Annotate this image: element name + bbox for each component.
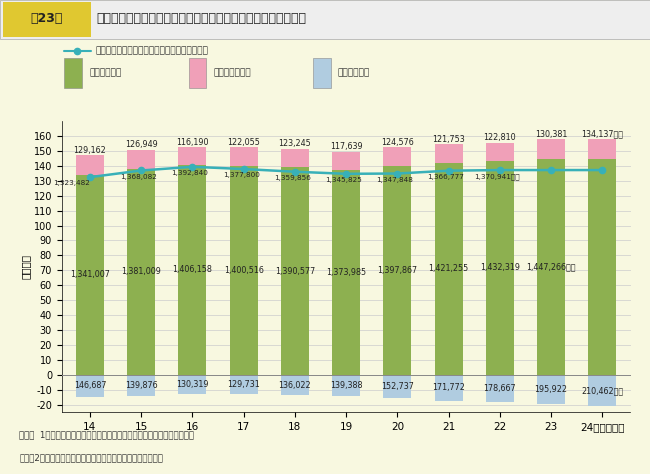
Bar: [434, 163, 463, 375]
Bar: [178, 147, 207, 165]
Text: 139,876: 139,876: [125, 381, 157, 390]
Bar: [537, 139, 565, 159]
Bar: [486, 161, 514, 375]
Text: 195,922: 195,922: [534, 385, 567, 394]
Text: 1,370,941億円: 1,370,941億円: [474, 173, 520, 180]
Bar: [281, 375, 309, 395]
Bar: [229, 375, 258, 394]
Bar: [281, 149, 309, 167]
Bar: [384, 375, 411, 398]
Text: 130,319: 130,319: [176, 380, 209, 389]
Text: 2　債務負担行為額は、翌年度以降支出予定額である。: 2 債務負担行為額は、翌年度以降支出予定額である。: [20, 453, 163, 462]
Bar: [76, 375, 104, 397]
Bar: [332, 170, 360, 375]
Text: 122,055: 122,055: [227, 138, 260, 147]
Text: 129,731: 129,731: [227, 380, 260, 389]
Text: 146,687: 146,687: [73, 382, 106, 391]
Text: 122,810: 122,810: [484, 133, 516, 142]
Text: 1,323,482: 1,323,482: [53, 180, 90, 186]
Text: 地方債及び債務負担行為による実質的な将来の財政負担の推移: 地方債及び債務負担行為による実質的な将来の財政負担の推移: [96, 12, 306, 25]
Text: 1,447,266億円: 1,447,266億円: [526, 262, 576, 271]
Text: 1,359,856: 1,359,856: [274, 175, 311, 181]
Bar: [434, 145, 463, 163]
Bar: [588, 375, 616, 407]
Text: 171,772: 171,772: [432, 383, 465, 392]
Bar: [76, 155, 104, 174]
Bar: [229, 147, 258, 165]
Bar: [588, 159, 616, 375]
Bar: [434, 375, 463, 401]
Text: 130,381: 130,381: [535, 129, 567, 138]
Text: 地方債現在高＋債務負担行為額－積立金現在高: 地方債現在高＋債務負担行為額－積立金現在高: [95, 46, 208, 55]
Bar: [178, 165, 207, 375]
Text: 136,022: 136,022: [279, 381, 311, 390]
Text: 210,462億円: 210,462億円: [581, 386, 623, 395]
Bar: [313, 58, 331, 88]
Bar: [588, 138, 616, 159]
Bar: [3, 2, 91, 36]
Bar: [188, 58, 207, 88]
Text: 債務負担行為額: 債務負担行為額: [213, 68, 251, 77]
Text: 1,341,007: 1,341,007: [70, 270, 110, 279]
Bar: [281, 167, 309, 375]
Bar: [486, 143, 514, 161]
Text: 1,397,867: 1,397,867: [377, 266, 417, 275]
Bar: [384, 166, 411, 375]
Text: 152,737: 152,737: [381, 382, 414, 391]
Text: 124,576: 124,576: [381, 138, 414, 147]
Text: 178,667: 178,667: [484, 384, 516, 393]
Bar: [332, 375, 360, 396]
Bar: [486, 375, 514, 402]
Text: 1,373,985: 1,373,985: [326, 268, 366, 277]
Text: 1,392,840: 1,392,840: [172, 170, 208, 176]
Bar: [76, 174, 104, 375]
Text: 第23図: 第23図: [31, 12, 63, 25]
Text: （注）  1　地方債現在高は、特定資金公共投資事業債を除いた額である。: （注） 1 地方債現在高は、特定資金公共投資事業債を除いた額である。: [20, 430, 194, 439]
Text: 1,406,158: 1,406,158: [172, 265, 213, 274]
Text: 117,639: 117,639: [330, 142, 363, 151]
Text: 1,366,777: 1,366,777: [428, 174, 465, 180]
Bar: [64, 58, 82, 88]
Bar: [229, 165, 258, 375]
Text: 1,400,516: 1,400,516: [224, 266, 264, 275]
Text: 1,390,577: 1,390,577: [275, 266, 315, 275]
Text: 1,347,848: 1,347,848: [376, 177, 413, 183]
Text: 1,432,319: 1,432,319: [480, 264, 520, 273]
Text: 123,245: 123,245: [278, 139, 311, 148]
Bar: [127, 150, 155, 169]
Text: 126,949: 126,949: [125, 140, 157, 149]
Y-axis label: （兆円）: （兆円）: [21, 254, 31, 279]
Bar: [384, 147, 411, 166]
Bar: [127, 169, 155, 375]
Bar: [178, 375, 207, 394]
Bar: [332, 152, 360, 170]
Text: 1,377,800: 1,377,800: [223, 173, 259, 178]
Text: 1,421,255: 1,421,255: [428, 264, 469, 273]
Text: 1,381,009: 1,381,009: [122, 267, 161, 276]
Bar: [537, 375, 565, 404]
Text: 134,137億円: 134,137億円: [581, 129, 623, 138]
Text: 1,368,082: 1,368,082: [120, 174, 157, 180]
Text: 1,345,825: 1,345,825: [325, 177, 362, 183]
Text: 129,162: 129,162: [73, 146, 107, 155]
Bar: [127, 375, 155, 396]
Text: 121,753: 121,753: [432, 135, 465, 144]
Text: 139,388: 139,388: [330, 381, 362, 390]
Text: 116,190: 116,190: [176, 138, 209, 147]
Text: 地方債現在高: 地方債現在高: [89, 68, 122, 77]
Text: 積立金現在高: 積立金現在高: [338, 68, 370, 77]
Bar: [537, 159, 565, 375]
